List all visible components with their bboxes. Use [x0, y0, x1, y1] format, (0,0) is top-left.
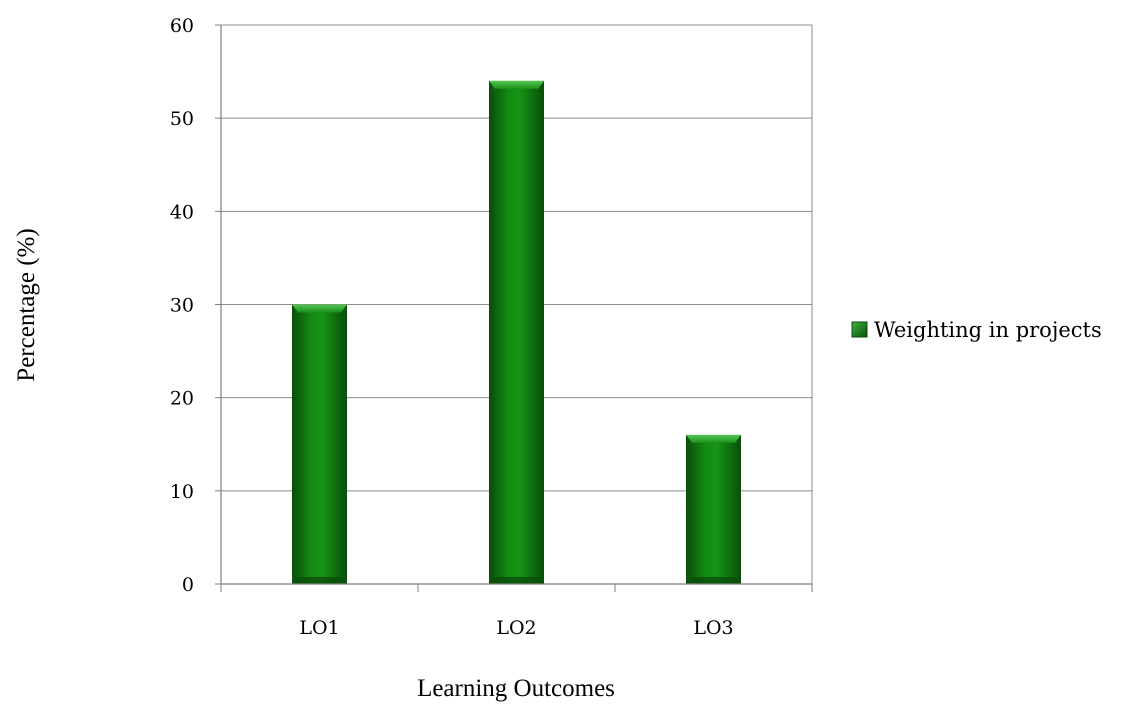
legend-swatch [851, 321, 868, 338]
bar-top-bevel [686, 434, 741, 443]
x-tick-labels: LO1 LO2 LO3 [299, 617, 733, 639]
y-tick-label: 50 [170, 108, 194, 130]
bar-top-bevel [489, 80, 544, 89]
x-tick-label: LO2 [496, 617, 536, 639]
y-tick-label: 0 [182, 574, 194, 596]
y-tick-labels: 0 10 20 30 40 50 60 [170, 15, 194, 596]
y-tick-label: 60 [170, 15, 194, 37]
legend: Weighting in projects [851, 318, 1102, 342]
bar-body [489, 80, 544, 585]
bars [292, 80, 741, 585]
bar-body [686, 434, 741, 584]
x-axis-title: Learning Outcomes [417, 675, 615, 702]
y-tick-label: 40 [170, 201, 194, 223]
y-tick-label: 20 [170, 388, 194, 410]
legend-label: Weighting in projects [874, 318, 1102, 342]
bar-lo2 [489, 80, 544, 585]
bar-lo3 [686, 434, 741, 584]
bar-lo1 [292, 304, 347, 584]
y-tick-label: 30 [170, 295, 194, 317]
bar-bottom-bevel [686, 577, 741, 584]
bar-bottom-bevel [292, 577, 347, 584]
bar-bottom-bevel [489, 577, 544, 584]
bar-body [292, 304, 347, 584]
axes [215, 24, 813, 592]
y-axis-title: Percentage (%) [13, 228, 40, 381]
x-tick-label: LO1 [299, 617, 339, 639]
x-tick-label: LO3 [693, 617, 733, 639]
y-tick-label: 10 [170, 481, 194, 503]
bar-top-bevel [292, 304, 347, 313]
